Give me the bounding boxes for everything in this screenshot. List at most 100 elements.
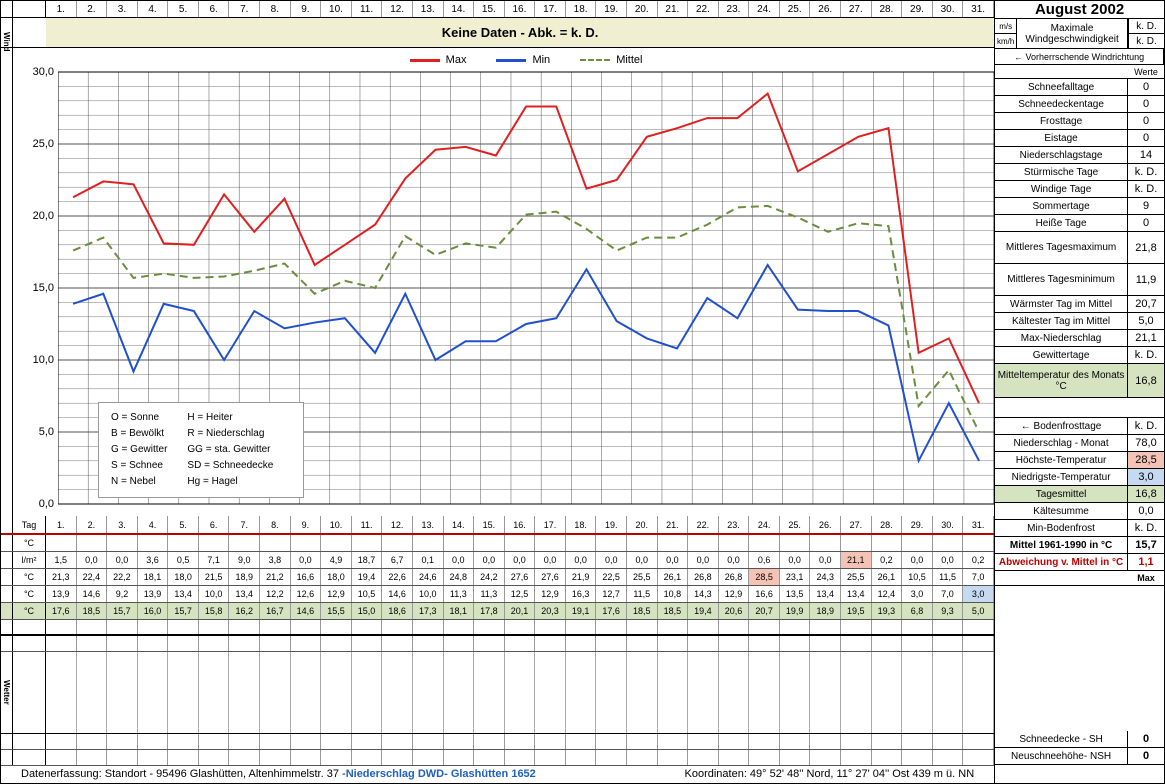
data-cell: 0,0 [658,552,689,568]
data-cell [688,535,719,551]
data-cell: 13,4 [841,586,872,602]
summary-row: Min-Bodenfrostk. D. [995,520,1164,537]
data-cell: 19,3 [872,603,903,619]
data-cell: 18,1 [138,569,169,585]
data-cell: 13,9 [46,586,77,602]
wetter-col [77,652,108,732]
tag-cell: 22. [688,516,719,533]
data-cell: 10,0 [199,586,230,602]
stat-row: Heiße Tage0 [995,215,1164,232]
data-cell: 16,6 [749,586,780,602]
data-cell: 21,5 [199,569,230,585]
data-cell: 10,5 [352,586,383,602]
data-cell [199,535,230,551]
data-cell: 27,6 [535,569,566,585]
data-cell: 16,6 [291,569,322,585]
day-header-cell: 11. [352,1,383,17]
wetter-col [963,652,994,732]
tag-cell: 28. [872,516,903,533]
snow-row: Neuschneehöhe- NSH0 [995,748,1164,765]
day-header-cell: 13. [413,1,444,17]
data-cell [77,535,108,551]
data-cell: 9,3 [933,603,964,619]
tag-cell: 4. [138,516,169,533]
tag-cell: 21. [658,516,689,533]
data-cell: 20,7 [749,603,780,619]
tag-cell: 31. [963,516,994,533]
day-header-cell: 22. [688,1,719,17]
wetter-col [627,652,658,732]
day-header-cell: 18. [566,1,597,17]
y-tick: 10,0 [33,354,54,366]
data-cell: 0,0 [627,552,658,568]
day-header-cell: 2. [77,1,108,17]
data-cell: 13,9 [138,586,169,602]
data-cell [107,535,138,551]
day-header-cell: 19. [596,1,627,17]
footer-location: Datenerfassung: Standort - 95496 Glashüt… [21,768,346,780]
tag-cell: 10. [321,516,352,533]
data-cell: 0,0 [474,552,505,568]
y-axis: 0,05,010,015,020,025,030,0 [13,48,58,516]
data-cell: 18,5 [658,603,689,619]
data-cell: 19,1 [566,603,597,619]
day-header-cell: 1. [46,1,77,17]
tag-cell: 2. [77,516,108,533]
day-header-cell: 3. [107,1,138,17]
tag-cell: 5. [168,516,199,533]
tag-cell: 1. [46,516,77,533]
data-row: l/m²1,50,00,03,60,57,19,03,80,04,918,76,… [1,552,994,569]
wetter-col [902,652,933,732]
data-cell: 16,2 [229,603,260,619]
day-header-cell: 6. [199,1,230,17]
data-cell: 21,2 [260,569,291,585]
legend-mittel: Mittel [580,54,642,66]
data-cell: 3,0 [963,586,994,602]
data-cell: 17,8 [474,603,505,619]
data-cell [902,535,933,551]
data-cell: 26,8 [688,569,719,585]
data-cell: 3,6 [138,552,169,568]
day-header-cell: 4. [138,1,169,17]
tag-cell: 20. [627,516,658,533]
y-tick: 5,0 [39,426,54,438]
summary-row: Höchste-Temperatur28,5 [995,452,1164,469]
data-cell: 0,0 [505,552,536,568]
data-cell: 0,0 [719,552,750,568]
data-cell: 4,9 [321,552,352,568]
data-cell: 0,0 [107,552,138,568]
wetter-col [444,652,475,732]
data-cell: 23,1 [780,569,811,585]
data-row: °C21,322,422,218,118,021,518,921,216,618… [1,569,994,586]
tag-cell: 30. [933,516,964,533]
data-cell: 11,3 [474,586,505,602]
day-header-cell: 14. [444,1,475,17]
data-cell [872,535,903,551]
day-header-cell: 26. [810,1,841,17]
wetter-col [138,652,169,732]
data-cell [780,535,811,551]
stat-row: Schneefalltage0 [995,79,1164,96]
data-cell: 19,9 [780,603,811,619]
data-cell: 17,6 [46,603,77,619]
data-cell [291,535,322,551]
data-cell [933,535,964,551]
wetter-col [872,652,903,732]
header-spacer [13,1,46,17]
data-cell: 28,5 [749,569,780,585]
day-header-cell: 23. [719,1,750,17]
tag-row: Tag 1.2.3.4.5.6.7.8.9.10.11.12.13.14.15.… [1,516,994,535]
tag-cell: 3. [107,516,138,533]
data-cell [413,535,444,551]
tag-cell: 19. [596,516,627,533]
data-cell: 0,0 [780,552,811,568]
data-cell [810,535,841,551]
data-cell: 14,6 [382,586,413,602]
tag-cell: 18. [566,516,597,533]
data-cell: 21,1 [841,552,872,568]
data-cell: 0,1 [413,552,444,568]
data-cell: 11,3 [444,586,475,602]
data-cell: 0,0 [535,552,566,568]
data-row: °C [1,535,994,552]
data-cell [566,535,597,551]
